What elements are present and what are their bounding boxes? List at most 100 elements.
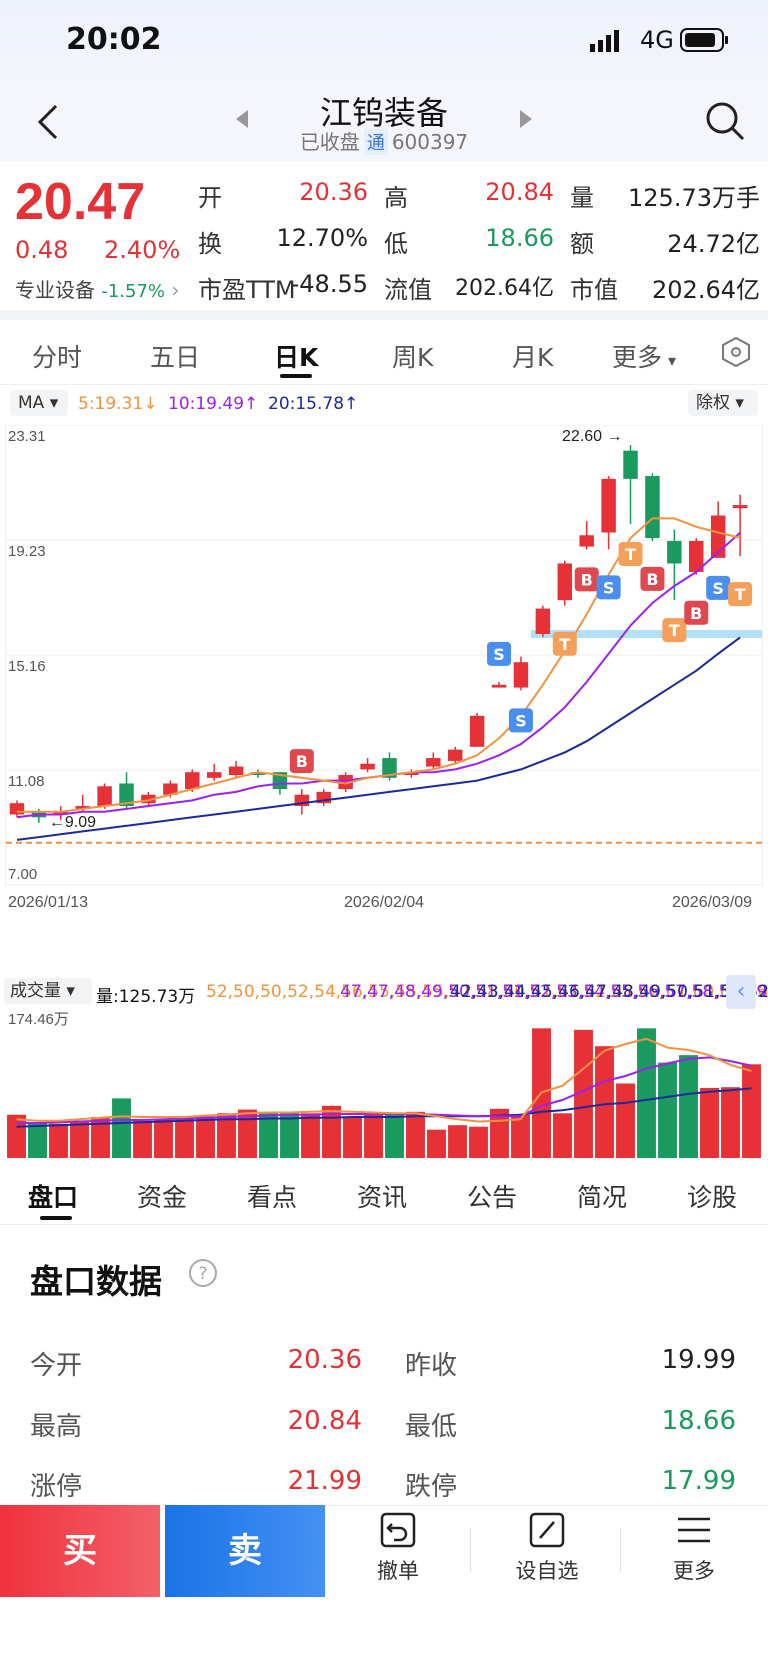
candle-body [601, 478, 616, 533]
candle-body [228, 766, 244, 776]
turnover-label: 换 [198, 230, 222, 258]
pe-label-text: 市盈TTM [198, 276, 296, 304]
tab-weekly-k[interactable]: 周K [392, 343, 434, 372]
candle-body [469, 715, 485, 747]
volume-bar [469, 1126, 488, 1158]
tab-highlights[interactable]: 看点 [247, 1183, 298, 1212]
ma10-legend: 10:19.49↑ [168, 394, 259, 414]
ma5-legend-value: 5:19.31 [78, 394, 144, 414]
vol-ma10-legend: 47,47,48,49,50,51,51,52,53,54,55,56,57,5… [340, 982, 768, 1002]
tab-more[interactable]: 更多 ▾ [612, 338, 676, 374]
candle-body [250, 772, 266, 776]
candle-body [53, 811, 69, 815]
cancel-order-button[interactable]: 撤单 [338, 1510, 458, 1585]
candle-body [163, 783, 178, 795]
undo-icon [380, 1512, 416, 1548]
stock-subtitle: 已收盘通 600397 [0, 126, 768, 155]
tab-profile[interactable]: 简况 [577, 1183, 628, 1212]
volume-legend: 量:125.73万 [96, 987, 196, 1007]
settings-hex-icon[interactable] [720, 336, 752, 372]
volume-bar [511, 1114, 530, 1158]
candle-body [119, 783, 134, 807]
stock-name: 江钨装备 [319, 94, 448, 132]
candle-body [206, 772, 222, 778]
help-icon[interactable]: ? [188, 1258, 218, 1292]
volume-bar [259, 1111, 278, 1158]
volume-bar [154, 1119, 173, 1158]
ma20-line [16, 636, 741, 841]
volume-bar [217, 1113, 236, 1158]
signal-marker [574, 567, 599, 592]
volume-bar [637, 1028, 656, 1158]
volume-bar [7, 1114, 26, 1158]
candle-body [557, 563, 573, 601]
ma-selector[interactable]: MA ▾ [10, 390, 68, 416]
tab-intraday[interactable]: 分时 [32, 343, 83, 372]
price-change: 0.48 [15, 236, 69, 264]
signal-marker [662, 618, 687, 643]
volume-bar [427, 1129, 446, 1158]
tab-five-day[interactable]: 五日 [150, 343, 201, 372]
day-high-value: 20.84 [287, 1406, 362, 1436]
candle-body [732, 505, 748, 509]
candle-body [360, 763, 375, 770]
signal-label: B [646, 570, 658, 589]
sector-link[interactable]: 专业设备 -1.57% › [15, 274, 179, 303]
y-tick-label: 23.31 [8, 428, 46, 445]
volume-chart[interactable]: 174.46万 [0, 1008, 768, 1158]
add-watchlist-button[interactable]: 设自选 [487, 1510, 607, 1585]
collapse-icon[interactable]: ‹ [726, 975, 756, 1009]
svg-text:?: ? [198, 1264, 207, 1284]
signal-label: B [581, 570, 593, 589]
volume-bar [385, 1113, 404, 1158]
float-cap-label: 流值 [384, 276, 432, 304]
bottom-tab-divider [0, 1224, 768, 1225]
bottom-tab-indicator [40, 1216, 72, 1220]
tab-order-book[interactable]: 盘口 [28, 1183, 79, 1212]
volume-bar [28, 1122, 47, 1158]
toolbar-divider-2 [620, 1528, 621, 1572]
candle-body [97, 786, 112, 807]
search-icon[interactable] [704, 100, 746, 146]
status-time: 20:02 [66, 22, 162, 57]
buy-button[interactable]: 买 [0, 1505, 160, 1597]
indicator-selector[interactable]: 成交量 ▾ [4, 978, 92, 1004]
signal-label: S [515, 711, 527, 730]
tab-announcements[interactable]: 公告 [467, 1183, 518, 1212]
volume-bar [322, 1105, 341, 1158]
prev-stock-icon[interactable] [234, 108, 250, 134]
adjust-label: 除权 [696, 393, 730, 413]
adjust-selector[interactable]: 除权 ▾ [688, 390, 758, 416]
volume-bar [448, 1125, 467, 1158]
tab-monthly-k[interactable]: 月K [512, 343, 554, 372]
sell-button[interactable]: 卖 [165, 1505, 325, 1597]
open-today-value: 20.36 [287, 1345, 362, 1375]
volume-ma5-line [16, 1037, 752, 1123]
menu-icon [678, 1517, 710, 1543]
candle-body [491, 684, 507, 688]
volume-bar [721, 1087, 740, 1158]
volume-bar [343, 1117, 362, 1158]
candle-body [513, 662, 529, 688]
price-change-pct: 2.40% [104, 236, 181, 264]
ma-selector-label: MA [18, 393, 45, 413]
candle-body [9, 803, 25, 815]
signal-icon [590, 30, 626, 56]
tab-diagnosis[interactable]: 诊股 [687, 1183, 738, 1212]
signal-label: T [625, 545, 636, 564]
back-icon[interactable] [34, 102, 64, 146]
volume-bar [574, 1029, 593, 1158]
tab-funds[interactable]: 资金 [137, 1183, 188, 1212]
tab-news[interactable]: 资讯 [357, 1183, 408, 1212]
more-button[interactable]: 更多 [634, 1510, 754, 1585]
volume-bar [49, 1123, 68, 1158]
more-label: 更多 [673, 1559, 715, 1583]
float-cap-value: 202.64亿 [455, 276, 554, 301]
next-stock-icon[interactable] [518, 108, 534, 134]
section-gap [0, 310, 768, 320]
ma10-line [16, 531, 741, 819]
tong-badge: 通 [363, 129, 388, 155]
volume-ma20-line [16, 1087, 752, 1128]
tab-daily-k[interactable]: 日K [274, 343, 319, 372]
